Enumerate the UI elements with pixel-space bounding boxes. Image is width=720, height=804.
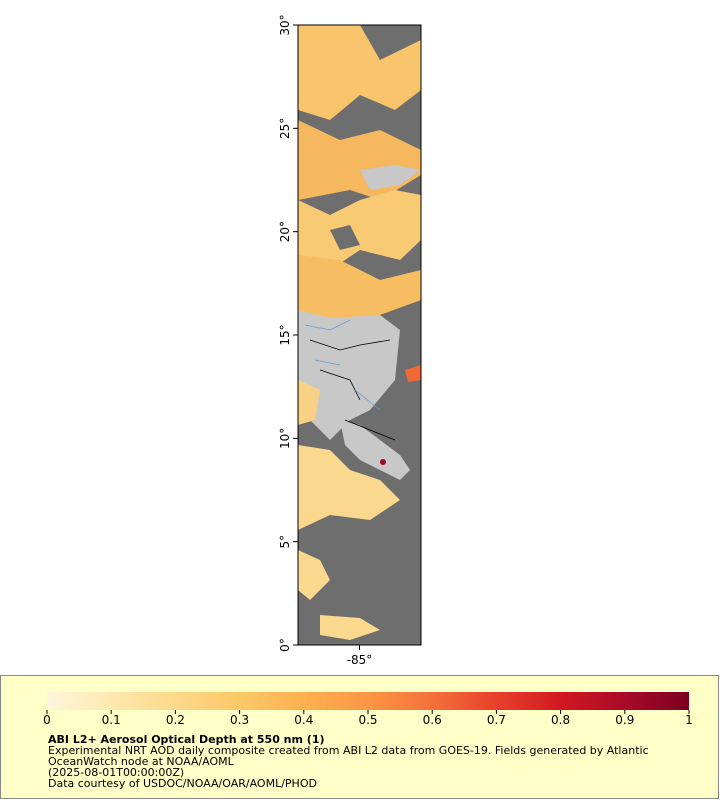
caption-line: Data courtesy of USDOC/NOAA/OAR/AOML/PHO… — [48, 777, 317, 790]
caption-line: Experimental NRT AOD daily composite cre… — [48, 744, 649, 757]
axes: 0° 5° 10° 15° 20° 25° 30° -85° — [278, 14, 372, 667]
y-tick-label: 30° — [278, 14, 292, 35]
y-tick-label: 0° — [278, 638, 292, 652]
colorbar-tick-label: 0.4 — [294, 713, 313, 727]
colorbar-tick-label: 0.5 — [358, 713, 377, 727]
colorbar-tick-label: 0 — [43, 713, 51, 727]
caption-line: (2025-08-01T00:00:00Z) — [48, 766, 184, 779]
caption-line: OceanWatch node at NOAA/AOML — [48, 755, 235, 768]
colorbar-ticks: 0 0.1 0.2 0.3 0.4 0.5 0.6 0.7 0.8 0.9 1 — [43, 710, 693, 727]
colorbar-tick-label: 0.7 — [487, 713, 506, 727]
y-tick-label: 15° — [278, 324, 292, 345]
colorbar-tick-label: 0.6 — [423, 713, 442, 727]
colorbar-tick-label: 0.8 — [551, 713, 570, 727]
colorbar-tick-label: 0.3 — [230, 713, 249, 727]
y-tick-label: 25° — [278, 118, 292, 139]
colorbar-tick-label: 0.1 — [102, 713, 121, 727]
y-tick-label: 5° — [278, 535, 292, 549]
colorbar-tick-label: 0.9 — [615, 713, 634, 727]
colorbar — [47, 692, 689, 710]
colorbar-tick-label: 1 — [685, 713, 693, 727]
y-tick-label: 10° — [278, 428, 292, 449]
caption-title: ABI L2+ Aerosol Optical Depth at 550 nm … — [48, 733, 325, 746]
colorbar-tick-label: 0.2 — [166, 713, 185, 727]
map-image — [298, 25, 421, 645]
y-tick-label: 20° — [278, 221, 292, 242]
x-tick-label: -85° — [347, 653, 373, 667]
